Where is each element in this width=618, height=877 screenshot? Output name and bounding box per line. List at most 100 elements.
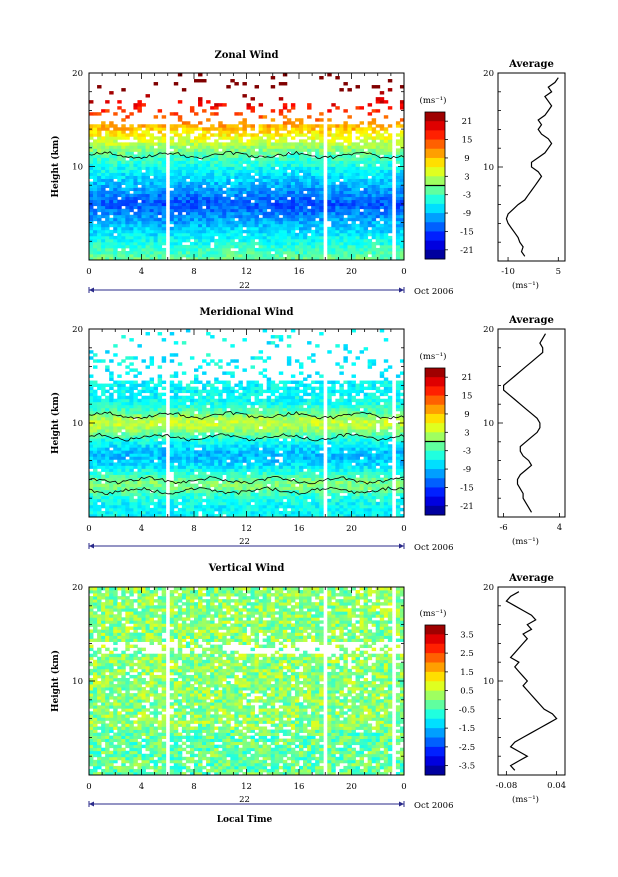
heatmap-cell [206,239,210,242]
heatmap-cell [146,459,150,462]
heatmap-cell [206,233,210,236]
heatmap-cell [146,251,150,254]
heatmap-cell [372,173,376,176]
heatmap-cell [93,402,97,405]
heatmap-cell [170,182,174,185]
heatmap-cell [267,151,271,154]
heatmap-cell [347,160,351,163]
heatmap-cell [186,182,190,185]
heatmap-cell [343,185,347,188]
heatmap-cell [125,420,129,423]
heatmap-cell [178,133,182,136]
heatmap-cell [230,505,234,508]
heatmap-cell [89,130,93,133]
heatmap-cell [206,362,210,365]
heatmap-cell [372,251,376,254]
heatmap-cell [178,420,182,423]
heatmap-cell [137,148,141,151]
heatmap-cell [174,133,178,136]
heatmap-cell [198,502,202,505]
heatmap-cell [307,203,311,206]
heatmap-cell [360,206,364,209]
heatmap-cell [182,245,186,248]
heatmap-cell [202,359,206,362]
heatmap-cell [133,194,137,197]
heatmap-cell [137,505,141,508]
heatmap-cell [174,420,178,423]
heatmap-cell [384,245,388,248]
heatmap-cell [158,381,162,384]
heatmap-cell [283,197,287,200]
heatmap-cell [129,224,133,227]
heatmap-cell [97,185,101,188]
heatmap-cell [93,124,97,127]
heatmap-cell [146,209,150,212]
heatmap-cell [113,160,117,163]
heatmap-cell [331,124,335,127]
heatmap-cell [133,356,137,359]
heatmap-cell [218,462,222,465]
heatmap-cell [158,206,162,209]
heatmap-cell [226,179,230,182]
heatmap-cell [129,185,133,188]
heatmap-cell [178,233,182,236]
heatmap-cell [238,209,242,212]
heatmap-cell [275,203,279,206]
heatmap-cell [93,127,97,130]
heatmap-cell [93,408,97,411]
heatmap-cell [93,384,97,387]
heatmap-cell [214,148,218,151]
heatmap-cell [125,408,129,411]
heatmap-cell [182,124,186,127]
heatmap-cell [178,145,182,148]
heatmap-cell [202,475,206,478]
heatmap-cell [129,368,133,371]
heatmap-cell [202,465,206,468]
heatmap-cell [218,163,222,166]
heatmap-cell [380,251,384,254]
heatmap-cell [174,127,178,130]
heatmap-cell [275,142,279,145]
heatmap-cell [218,365,222,368]
heatmap-cell [162,496,166,499]
heatmap-cell [335,203,339,206]
heatmap-cell [283,209,287,212]
heatmap-cell [198,221,202,224]
heatmap-cell [343,254,347,257]
heatmap-cell [178,182,182,185]
heatmap-cell [154,233,158,236]
heatmap-cell [343,173,347,176]
heatmap-cell [230,396,234,399]
heatmap-cell [242,157,246,160]
heatmap-cell [303,236,307,239]
heatmap-cell [384,176,388,179]
heatmap-cell [343,182,347,185]
heatmap-cell [158,200,162,203]
heatmap-cell [238,139,242,142]
heatmap-cell [303,124,307,127]
heatmap-cell [327,227,331,230]
heatmap-cell [380,203,384,206]
heatmap-cell [154,251,158,254]
heatmap-cell [182,399,186,402]
heatmap-cell [174,487,178,490]
heatmap-cell [113,432,117,435]
heatmap-cell [125,160,129,163]
heatmap-cell [202,212,206,215]
heatmap-cell [388,151,392,154]
heatmap-cell [331,236,335,239]
heatmap-cell [275,245,279,248]
heatmap-cell [162,127,166,130]
heatmap-cell [158,227,162,230]
heatmap-cell [315,215,319,218]
heatmap-cell [190,490,194,493]
heatmap-cell [339,167,343,170]
heatmap-cell [194,233,198,236]
heatmap-cell [388,106,392,109]
heatmap-cell [206,468,210,471]
heatmap-cell [275,227,279,230]
heatmap-cell [170,487,174,490]
heatmap-cell [327,151,331,154]
heatmap-cell [97,133,101,136]
heatmap-cell [238,170,242,173]
